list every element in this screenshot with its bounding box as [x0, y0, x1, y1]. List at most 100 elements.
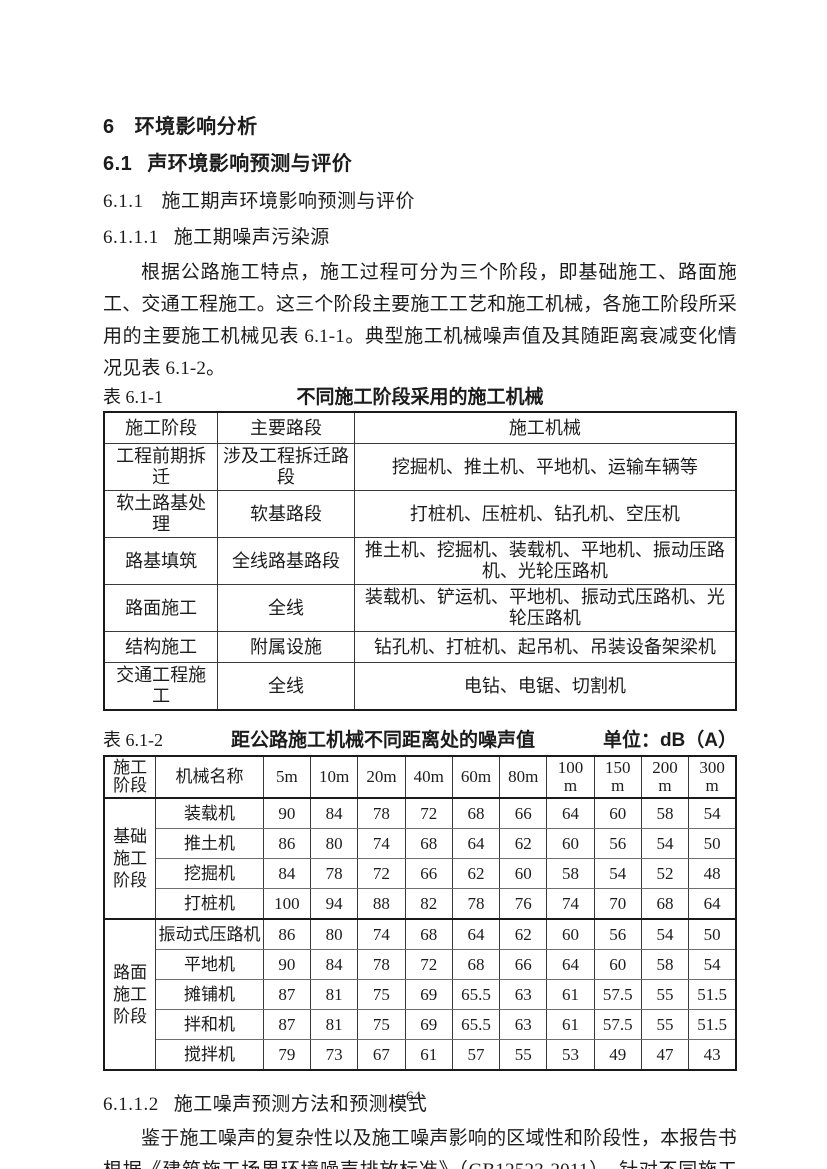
table2-unit: 单位：dB（A）: [602, 730, 737, 751]
table1-header-cell: 施工阶段: [103, 411, 219, 444]
table2-row: 推土机 86 80 74 68 64 62 60 56 54 50: [104, 828, 737, 859]
table2-header-cell: 20m: [357, 755, 406, 799]
table2-value-cell: 57: [451, 1039, 501, 1071]
table2-value-cell: 87: [262, 1009, 312, 1040]
table2-row: 挖掘机 84 78 72 66 62 60 58 54 52 48: [104, 858, 737, 889]
table2-stage-cell: 路面施工阶段: [103, 918, 157, 1071]
table2-value-cell: 81: [310, 1009, 359, 1040]
heading-chapter-6: 6 环境影响分析: [103, 116, 737, 138]
heading-text: 施工期声环境影响预测与评价: [161, 191, 416, 212]
table2-value-cell: 68: [451, 949, 501, 980]
paragraph-construction-stages: 根据公路施工特点，施工过程可分为三个阶段，即基础施工、路面施工、交通工程施工。这…: [103, 262, 737, 379]
table2-value-cell: 80: [310, 828, 359, 859]
table2-value-cell: 64: [451, 918, 501, 950]
table2-value-cell: 53: [546, 1039, 595, 1071]
table2-value-cell: 68: [451, 797, 501, 829]
table1-row: 工程前期拆迁 涉及工程拆迁路段 挖掘机、推土机、平地机、运输车辆等: [103, 443, 737, 491]
table-noise-levels-by-distance: 施工 阶段 机械名称 5m 10m 20m 40m 60m 80m 100 m 150 m 200 …: [103, 755, 737, 1071]
table2-value-cell: 65.5: [451, 1009, 501, 1040]
table1-body: 工程前期拆迁 涉及工程拆迁路段 挖掘机、推土机、平地机、运输车辆等 软土路基处理 软基路…: [103, 443, 737, 711]
table2-value-cell: 54: [688, 797, 737, 829]
table2-value-cell: 62: [451, 858, 501, 889]
table1-cell: 全线: [217, 584, 355, 632]
table2-machine-cell: 平地机: [155, 949, 264, 980]
table2-value-cell: 78: [310, 858, 359, 889]
table2-value-cell: 72: [404, 949, 453, 980]
table2-value-cell: 66: [499, 797, 548, 829]
table2-header-cell: 80m: [499, 755, 548, 799]
table2-value-cell: 54: [640, 828, 690, 859]
table2-value-cell: 61: [546, 979, 595, 1010]
table1-cell: 挖掘机、推土机、平地机、运输车辆等: [353, 443, 737, 491]
table2-value-cell: 65.5: [451, 979, 501, 1010]
table2-machine-cell: 摊铺机: [155, 979, 264, 1010]
table2-value-cell: 84: [310, 797, 359, 829]
table2-head: 施工 阶段 机械名称 5m 10m 20m 40m 60m 80m 100 m 150 m 200 …: [103, 755, 737, 799]
heading-section-6-1-1-2: 6.1.1.2 施工噪声预测方法和预测模式: [103, 1094, 737, 1115]
table2-row: 拌和机 87 81 75 69 65.5 63 61 57.5 55 51.5: [104, 1009, 737, 1040]
table2-value-cell: 69: [404, 1009, 453, 1040]
table2-value-cell: 74: [546, 888, 595, 920]
table2-value-cell: 55: [499, 1039, 548, 1071]
table2-value-cell: 78: [451, 888, 501, 920]
table2-value-cell: 86: [262, 918, 312, 950]
table2-header-cell: 150 m: [593, 755, 642, 799]
heading-text: 声环境影响预测与评价: [147, 153, 353, 175]
table1-cell: 推土机、挖掘机、装载机、平地机、振动压路机、光轮压路机: [353, 537, 737, 585]
table2-value-cell: 60: [593, 797, 642, 829]
paragraph-noise-prediction: 鉴于施工噪声的复杂性以及施工噪声影响的区域性和阶段性，本报告书根据《建筑施工场界…: [103, 1128, 737, 1169]
table2-machine-cell: 拌和机: [155, 1009, 264, 1040]
heading-text: 环境影响分析: [134, 116, 258, 138]
table2-value-cell: 64: [546, 949, 595, 980]
table2-row: 基础施工阶段 装载机 90 84 78 72 68 66 64 60 58 54: [103, 797, 737, 920]
table1-cell: 工程前期拆迁: [103, 443, 219, 491]
table2-value-cell: 49: [593, 1039, 642, 1071]
table1-header-row: 施工阶段 主要路段 施工机械: [103, 411, 737, 444]
heading-number: 6.1: [103, 153, 133, 175]
heading-section-6-1-1: 6.1.1 施工期声环境影响预测与评价: [103, 191, 737, 212]
table2-value-cell: 56: [593, 918, 642, 950]
table2-row: 摊铺机 87 81 75 69 65.5 63 61 57.5 55 51.5: [104, 979, 737, 1010]
table2-value-cell: 51.5: [688, 979, 737, 1010]
heading-number: 6: [103, 116, 115, 138]
table2-value-cell: 66: [404, 858, 453, 889]
table1-cell: 交通工程施工: [103, 662, 219, 711]
table2-header-cell: 200 m: [640, 755, 690, 799]
table2-value-cell: 60: [546, 828, 595, 859]
table2-value-cell: 57.5: [593, 979, 642, 1010]
table2-value-cell: 74: [357, 828, 406, 859]
table2-value-cell: 64: [451, 828, 501, 859]
table2-machine-cell: 装载机: [155, 797, 264, 829]
table2-value-cell: 72: [404, 797, 453, 829]
table2-value-cell: 84: [262, 858, 312, 889]
table1-caption: 表 6.1-1 不同施工阶段采用的施工机械: [103, 386, 737, 409]
table2-row: 搅拌机 79 73 67 61 57 55 53 49 47 43: [104, 1039, 737, 1071]
table2-value-cell: 48: [688, 858, 737, 889]
table2-value-cell: 62: [499, 918, 548, 950]
table1-header-cell: 施工机械: [353, 411, 737, 444]
table2-value-cell: 47: [640, 1039, 690, 1071]
table2-value-cell: 66: [499, 949, 548, 980]
page-number: 64: [406, 1089, 421, 1105]
table2-value-cell: 68: [404, 828, 453, 859]
table2-value-cell: 68: [404, 918, 453, 950]
table2-value-cell: 60: [546, 918, 595, 950]
heading-number: 6.1.1.1: [103, 227, 159, 248]
table2-header-cell: 60m: [451, 755, 501, 799]
table2-value-cell: 74: [357, 918, 406, 950]
table2-header-cell: 300 m: [688, 755, 737, 799]
table2-value-cell: 70: [593, 888, 642, 920]
table1-cell: 涉及工程拆迁路段: [217, 443, 355, 491]
table2-value-cell: 75: [357, 1009, 406, 1040]
table2-label: 表 6.1-2: [103, 730, 163, 750]
table1-row: 结构施工 附属设施 钻孔机、打桩机、起吊机、吊装设备架梁机: [103, 631, 737, 663]
table2-value-cell: 73: [310, 1039, 359, 1071]
table2-value-cell: 90: [262, 797, 312, 829]
table2-value-cell: 78: [357, 797, 406, 829]
table2-value-cell: 58: [640, 949, 690, 980]
heading-section-6-1: 6.1 声环境影响预测与评价: [103, 153, 737, 175]
table2-header-cell: 机械名称: [155, 755, 264, 799]
table2-machine-cell: 打桩机: [155, 888, 264, 920]
table2-value-cell: 54: [640, 918, 690, 950]
table1-cell: 附属设施: [217, 631, 355, 663]
